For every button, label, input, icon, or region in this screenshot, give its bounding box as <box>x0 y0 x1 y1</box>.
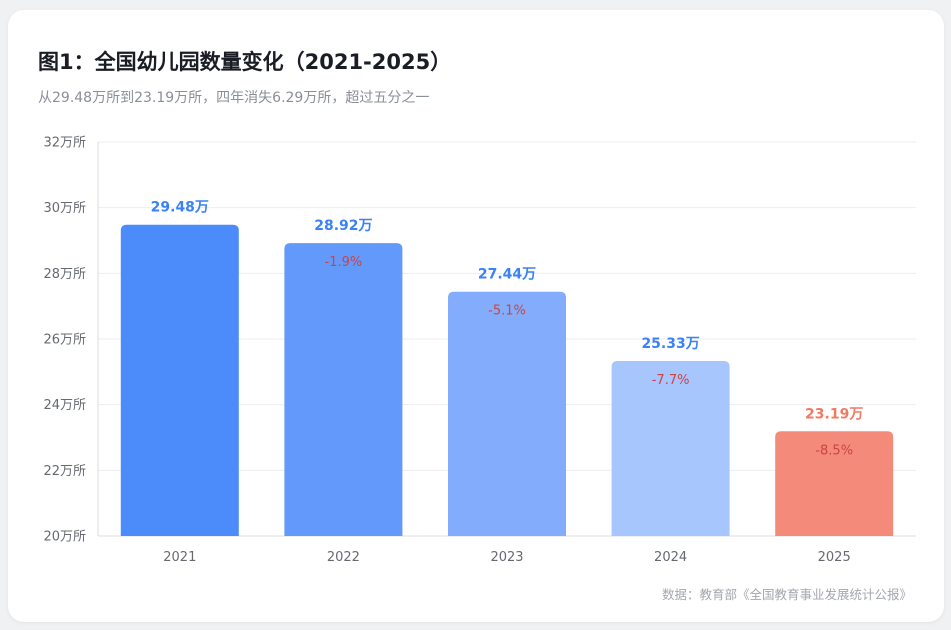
bar-2022 <box>284 243 403 537</box>
x-tick-label: 2021 <box>163 550 196 565</box>
bar-2021 <box>120 224 239 537</box>
bar-2024 <box>611 360 730 536</box>
data-labels: 29.48万 28.92万 -1.9% 27.44万 -5.1% 25.33万 -7.7% 2… <box>151 200 864 459</box>
value-label-2021: 29.48万 <box>151 200 209 216</box>
chart-title: 图1：全国幼儿园数量变化（2021-2025） <box>38 50 452 74</box>
y-tick-label: 22万所 <box>43 464 86 479</box>
y-tick-label: 30万所 <box>43 201 86 216</box>
value-label-2024: 25.33万 <box>641 336 699 352</box>
y-tick-label: 28万所 <box>43 267 86 282</box>
bar-2023 <box>448 291 566 536</box>
value-label-2025: 23.19万 <box>805 406 863 422</box>
y-tick-label: 32万所 <box>43 136 86 151</box>
bars <box>120 224 894 537</box>
x-tick-label: 2024 <box>654 550 687 565</box>
change-label-2023: -5.1% <box>488 304 526 319</box>
change-label-2022: -1.9% <box>325 255 363 270</box>
x-tick-label: 2022 <box>327 550 360 565</box>
y-tick-label: 20万所 <box>43 530 86 545</box>
change-label-2024: -7.7% <box>652 373 690 388</box>
value-label-2023: 27.44万 <box>478 267 536 283</box>
x-tick-label: 2025 <box>818 550 851 565</box>
y-tick-label: 26万所 <box>43 333 86 348</box>
bar-2025 <box>775 431 894 536</box>
data-source-note: 数据：教育部《全国教育事业发展统计公报》 <box>661 587 912 602</box>
y-tick-label: 24万所 <box>43 398 86 413</box>
chart-subtitle: 从29.48万所到23.19万所，四年消失6.29万所，超过五分之一 <box>38 90 430 106</box>
x-tick-label: 2023 <box>490 550 523 565</box>
change-label-2025: -8.5% <box>815 443 853 458</box>
value-label-2022: 28.92万 <box>314 218 372 234</box>
